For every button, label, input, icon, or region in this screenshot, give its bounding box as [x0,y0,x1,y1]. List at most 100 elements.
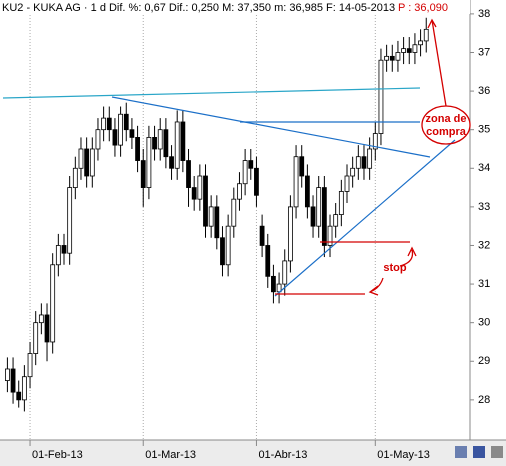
candle-body [321,187,327,246]
candle-body [299,156,305,177]
candle-body [55,245,61,266]
candle-body [423,28,429,42]
candle-body [401,48,407,53]
candle-body [180,121,186,161]
candle-body [242,160,248,185]
candle-body [152,137,157,150]
candle-body [259,225,265,246]
candle-body [412,44,418,53]
candle-body [112,129,118,146]
save-button[interactable] [473,446,485,458]
x-tick-label: 01-Abr-13 [258,449,307,461]
trend-line [2,87,421,99]
candle-body [38,314,44,324]
y-tick-label: 36 [478,85,490,97]
candle-body [327,225,333,246]
annotation: zona de [426,113,467,125]
y-tick-label: 28 [478,394,490,406]
candle-body [203,175,208,227]
candle-body [5,368,10,381]
y-tick-label: 30 [478,317,490,329]
candle-body [237,183,242,200]
candle-body [287,206,293,262]
candle-body [350,167,356,177]
candle-body [355,156,361,169]
candle-body [231,198,237,227]
candle-body [384,55,390,61]
candle-body [27,353,33,378]
candle-body [33,322,39,354]
x-tick-label: 01-May-13 [377,449,430,461]
price-label: P : 36,090 [398,2,448,14]
candle-body [254,167,259,196]
candle-body [271,275,276,293]
candle-body [191,187,197,200]
candle-body [367,148,373,169]
candle-body [208,206,214,227]
x-tick-label: 01-Feb-13 [32,449,83,461]
candle-body [248,160,254,169]
x-axis-strip [0,440,506,466]
candle-body [338,191,344,215]
candle-body [406,48,412,53]
candle-body [316,187,322,227]
candle-body [225,225,231,266]
candle-body [372,133,378,150]
annotation: stop [383,262,407,274]
candle-body [106,117,112,131]
candle-body [67,187,73,254]
chart-header: KU2 - KUKA AG · 1 d Dif. %: 0,67 Dif.: 0… [2,2,395,14]
candle-body [140,160,146,188]
candle-body [389,55,395,61]
drawings [2,18,471,297]
support-line [274,139,456,297]
candle-body [78,148,84,169]
candle-body [72,167,78,188]
candle-body [265,245,271,277]
candle-body [378,59,384,134]
candle-body [293,156,299,208]
candle-body [118,113,123,146]
candle-body [186,160,191,188]
trend-line [111,96,431,158]
print-button[interactable] [491,446,503,458]
candle-body [10,368,16,393]
candle-body [89,148,95,177]
y-tick-label: 37 [478,46,490,58]
candle-body [123,113,129,131]
y-tick-label: 31 [478,278,490,290]
candle-body [282,260,288,285]
candle-body [169,156,174,169]
y-tick-label: 34 [478,162,490,174]
arrow [399,246,417,267]
y-tick-label: 32 [478,239,490,251]
candle-body [21,376,27,401]
candle-body [84,148,90,177]
candle-body [101,117,107,131]
candle-body [220,237,225,266]
candle-body [129,129,135,138]
button[interactable] [455,446,467,458]
y-tick-label: 29 [478,355,490,367]
candle-body [163,129,169,158]
candle-body [395,52,401,61]
arrow [368,277,384,296]
candle-body [157,129,163,150]
candle-body [61,245,67,254]
header-bg [0,0,470,14]
candle-body [44,314,50,343]
candle-body [146,137,152,188]
candle-body [361,156,367,169]
candle-body [50,264,56,343]
candle-body [310,206,316,227]
arrow [427,18,447,107]
y-tick-label: 38 [478,8,490,20]
y-tick-label: 35 [478,124,490,136]
candle-body [344,175,350,192]
candle-body [418,40,423,46]
x-tick-label: 01-Mar-13 [145,449,196,461]
candle-body [214,206,220,239]
candle-body [174,121,180,169]
